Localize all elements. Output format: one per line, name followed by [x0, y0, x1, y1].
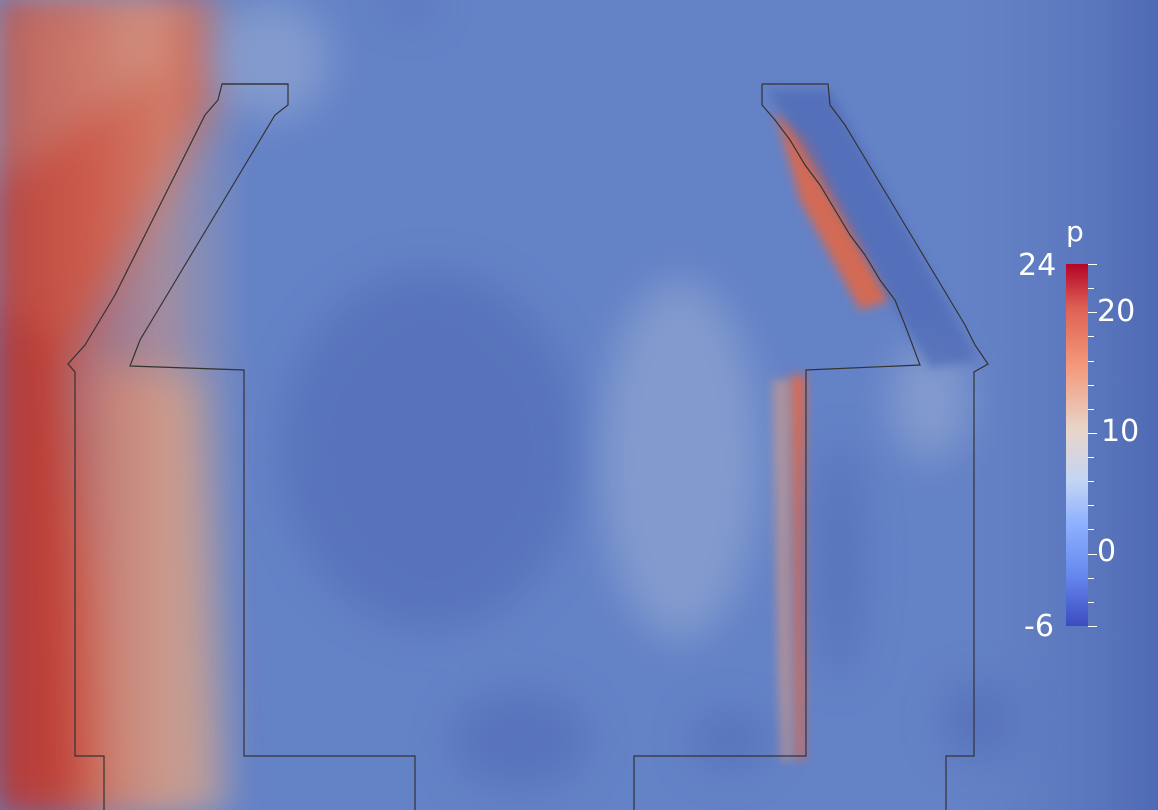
colorbar-tick: [1088, 602, 1094, 603]
colorbar-tick: [1088, 288, 1094, 289]
colorbar-label-minus6: -6: [1024, 609, 1054, 644]
low-pressure-regions: [280, 0, 1020, 790]
light-regions: [210, 0, 970, 640]
colorbar-tick: [1088, 505, 1094, 506]
colorbar-tick: [1088, 361, 1094, 362]
colorbar-tick: [1088, 385, 1094, 386]
colorbar-tick: [1088, 529, 1094, 530]
colorbar-label-0: 0: [1097, 534, 1117, 569]
colorbar-tick: [1088, 554, 1097, 555]
colorbar-tick: [1088, 336, 1094, 337]
geometry-outline: [67, 83, 989, 810]
left-gradient-band: [0, 0, 250, 810]
colorbar-title: p: [1066, 215, 1084, 248]
colorbar-tick: [1088, 457, 1094, 458]
colorbar-tick: [1088, 626, 1097, 627]
right-chute-flow: [768, 90, 978, 368]
colorbar-label-10: 10: [1101, 414, 1140, 449]
colorbar-tick: [1088, 312, 1097, 313]
high-pressure-right-streaks: [772, 110, 890, 760]
colorbar-tick: [1088, 264, 1097, 265]
colorbar-tick: [1088, 481, 1094, 482]
colorbar-label-24: 24: [1018, 248, 1057, 283]
colorbar-tick: [1088, 578, 1094, 579]
colorbar-tick: [1088, 409, 1094, 410]
colorbar-tick: [1088, 433, 1097, 434]
colorbar-label-20: 20: [1097, 294, 1136, 329]
colorbar: [1066, 264, 1088, 626]
